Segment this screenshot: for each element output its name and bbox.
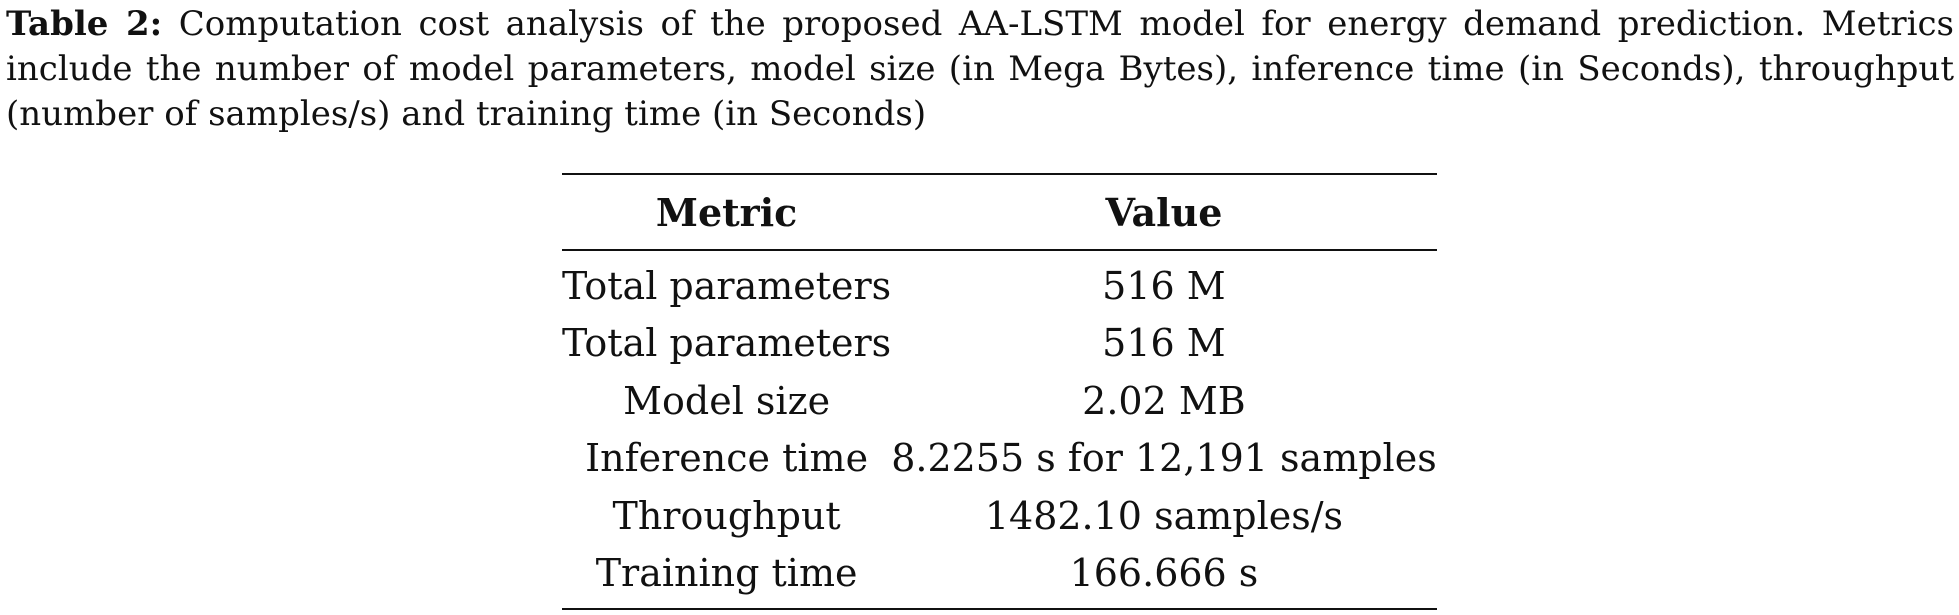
cell-metric: Training time	[595, 551, 858, 596]
computation-cost-table: Metric Value Total parameters 516 M Tota…	[562, 173, 1437, 610]
table-row: Total parameters 516 M	[562, 315, 1437, 373]
cell-value: 1482.10 samples/s	[984, 493, 1344, 538]
header-value: Value	[1105, 189, 1223, 235]
cell-metric: Throughput	[612, 493, 841, 538]
table-row: Throughput 1482.10 samples/s	[562, 487, 1437, 545]
table-row: Training time 166.666 s	[562, 545, 1437, 609]
table-row: Inference time 8.2255 s for 12,191 sampl…	[562, 430, 1437, 488]
cell-metric: Total parameters	[562, 321, 892, 366]
table-caption: Table 2: Computation cost analysis of th…	[6, 2, 1954, 137]
table-row: Total parameters 516 M	[562, 250, 1437, 315]
cell-value: 516 M	[1102, 263, 1226, 308]
caption-label: Table 2:	[6, 4, 163, 44]
table-container: Metric Value Total parameters 516 M Tota…	[562, 173, 1437, 610]
header-metric: Metric	[655, 189, 798, 235]
cell-value: 8.2255 s for 12,191 samples	[891, 436, 1437, 481]
cell-metric: Model size	[623, 378, 831, 423]
table-row: Model size 2.02 MB	[562, 372, 1437, 430]
cell-value: 166.666 s	[1069, 551, 1259, 596]
cell-metric: Inference time	[585, 436, 869, 481]
cell-metric: Total parameters	[562, 263, 892, 308]
cell-value: 516 M	[1102, 321, 1226, 366]
table-header-row: Metric Value	[562, 174, 1437, 250]
cell-value: 2.02 MB	[1082, 378, 1246, 423]
caption-text: Computation cost analysis of the propose…	[6, 4, 1955, 134]
